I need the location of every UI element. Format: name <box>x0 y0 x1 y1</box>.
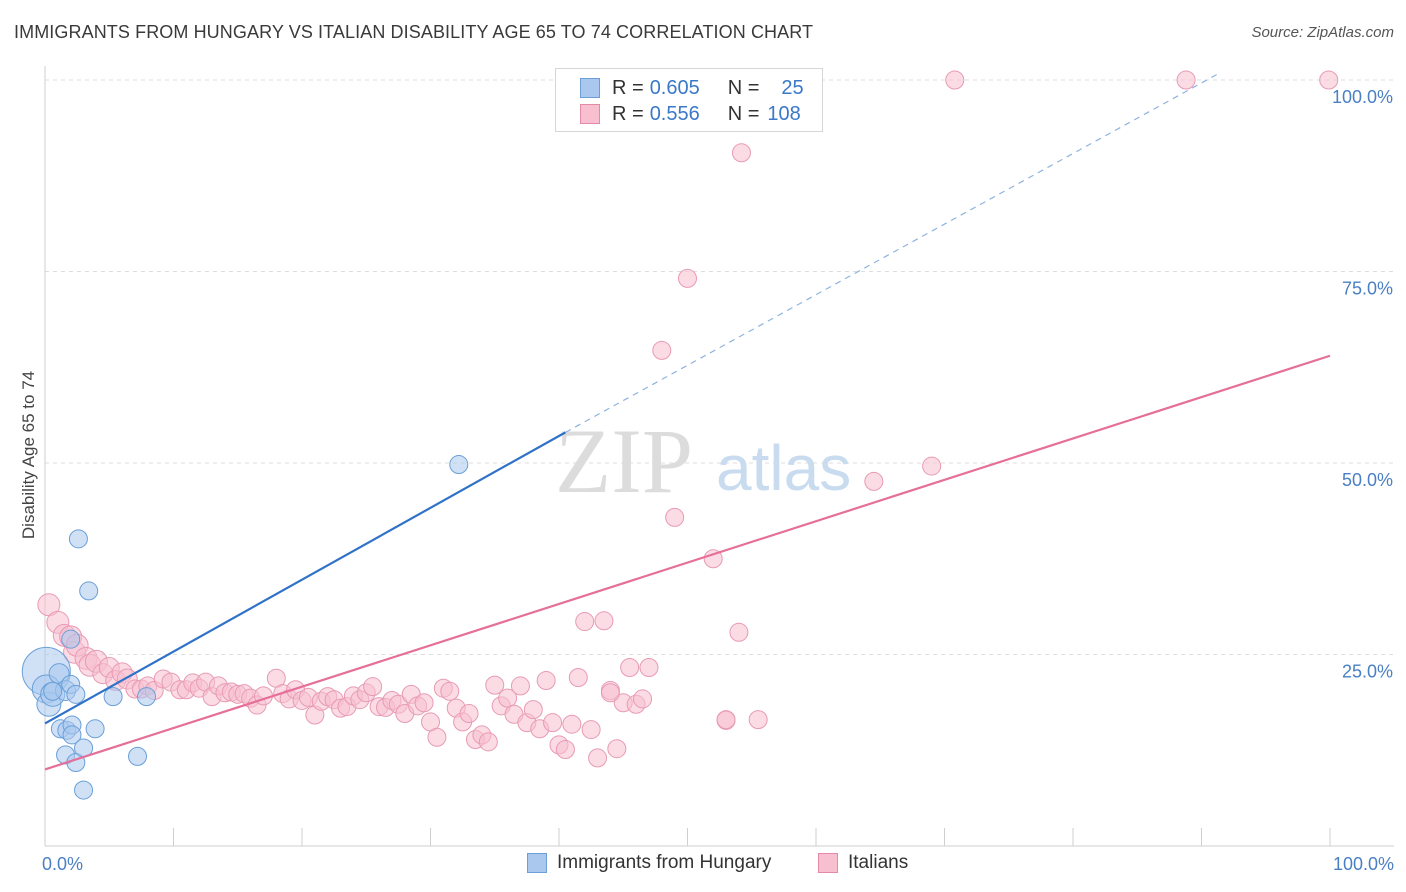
hungary-point <box>61 629 81 649</box>
italians-point <box>459 703 479 723</box>
italians-point <box>620 658 640 678</box>
italians-point <box>575 612 595 632</box>
watermark-zip: ZIP <box>555 410 693 512</box>
x-tick-labels: 0.0% 100.0% <box>42 854 1394 874</box>
italians-point <box>363 677 383 697</box>
legend-item-hungary[interactable]: Immigrants from Hungary <box>527 852 771 874</box>
legend-label: Immigrants from Hungary <box>557 852 772 873</box>
italians-point <box>600 683 620 703</box>
n-label: N = <box>727 76 760 99</box>
hungary-points <box>21 455 469 800</box>
x-tick-label: 0.0% <box>42 854 83 874</box>
y-tick-label: 75.0% <box>1342 279 1393 299</box>
italians-point <box>510 676 530 696</box>
italians-swatch <box>580 104 600 124</box>
n-label: N = <box>727 102 760 125</box>
hungary-point <box>128 746 148 766</box>
hungary-point <box>449 455 469 475</box>
italians-point <box>864 471 884 491</box>
italians-point <box>703 549 723 569</box>
source-label: Source: ZipAtlas.com <box>1251 24 1394 41</box>
hungary-trend-line <box>44 431 566 725</box>
y-tick-label: 100.0% <box>1332 87 1393 107</box>
trend-lines <box>44 71 1331 771</box>
y-axis-label: Disability Age 65 to 74 <box>19 371 38 539</box>
n-value: 108 <box>767 102 801 125</box>
r-value: 0.605 <box>649 76 700 99</box>
italians-point <box>633 689 653 709</box>
italians-point <box>485 675 505 695</box>
italians-swatch <box>818 853 838 873</box>
italians-point <box>729 622 749 642</box>
series-legend: Immigrants from Hungary Italians <box>0 852 1406 878</box>
n-value: 25 <box>781 76 804 99</box>
hungary-point <box>85 719 105 739</box>
italians-point <box>1319 70 1339 90</box>
italians-point <box>594 611 614 631</box>
italians-point <box>665 507 685 527</box>
r-value: 0.556 <box>649 102 700 125</box>
italians-point <box>562 714 582 734</box>
italians-point <box>716 710 736 730</box>
y-tick-label: 50.0% <box>1342 470 1393 490</box>
italians-trend-line <box>44 354 1331 771</box>
italians-point <box>1176 70 1196 90</box>
stats-legend: R = 0.605 N = 25 R = 0.556 N = 108 <box>555 68 823 132</box>
italians-point <box>945 70 965 90</box>
italians-point <box>639 658 659 678</box>
italians-point <box>543 713 563 733</box>
chart-title: IMMIGRANTS FROM HUNGARY VS ITALIAN DISAB… <box>14 22 814 42</box>
italians-point <box>731 143 751 163</box>
hungary-point <box>68 529 88 549</box>
y-tick-labels: 25.0% 50.0% 75.0% 100.0% <box>1332 87 1393 682</box>
y-tick-label: 25.0% <box>1342 662 1393 682</box>
italians-point <box>498 688 518 708</box>
italians-point <box>440 681 460 701</box>
watermark-atlas: atlas <box>716 432 851 504</box>
italians-point <box>922 456 942 476</box>
italians-point <box>555 739 575 759</box>
hungary-swatch <box>580 78 600 98</box>
italians-point <box>678 268 697 288</box>
legend-label: Italians <box>848 852 909 873</box>
r-label: R = <box>612 76 644 99</box>
hungary-point <box>74 780 94 800</box>
x-tick-label: 100.0% <box>1333 854 1394 874</box>
italians-point <box>607 739 627 759</box>
hungary-point <box>103 687 123 707</box>
italians-point <box>478 732 498 752</box>
hungary-point <box>137 687 157 707</box>
italians-point <box>581 720 601 740</box>
italians-point <box>568 667 588 687</box>
italians-point <box>536 671 556 691</box>
italians-point <box>652 340 672 360</box>
hungary-point <box>79 581 99 601</box>
stats-row-hungary: R = 0.605 N = 25 <box>580 75 804 101</box>
r-label: R = <box>612 102 644 125</box>
hungary-trend-extension <box>565 71 1222 433</box>
italians-point <box>427 727 447 747</box>
hungary-point <box>62 725 82 745</box>
legend-item-italians[interactable]: Italians <box>818 852 908 874</box>
italians-point <box>523 700 543 720</box>
hungary-point <box>66 684 86 704</box>
italians-point <box>588 748 608 768</box>
hungary-point <box>43 681 63 701</box>
stats-row-italians: R = 0.556 N = 108 <box>580 101 801 127</box>
italians-point <box>748 710 768 730</box>
hungary-swatch <box>527 853 547 873</box>
watermark: ZIP atlas <box>555 410 851 512</box>
grid-lines <box>45 79 1394 655</box>
italians-point <box>414 693 434 713</box>
